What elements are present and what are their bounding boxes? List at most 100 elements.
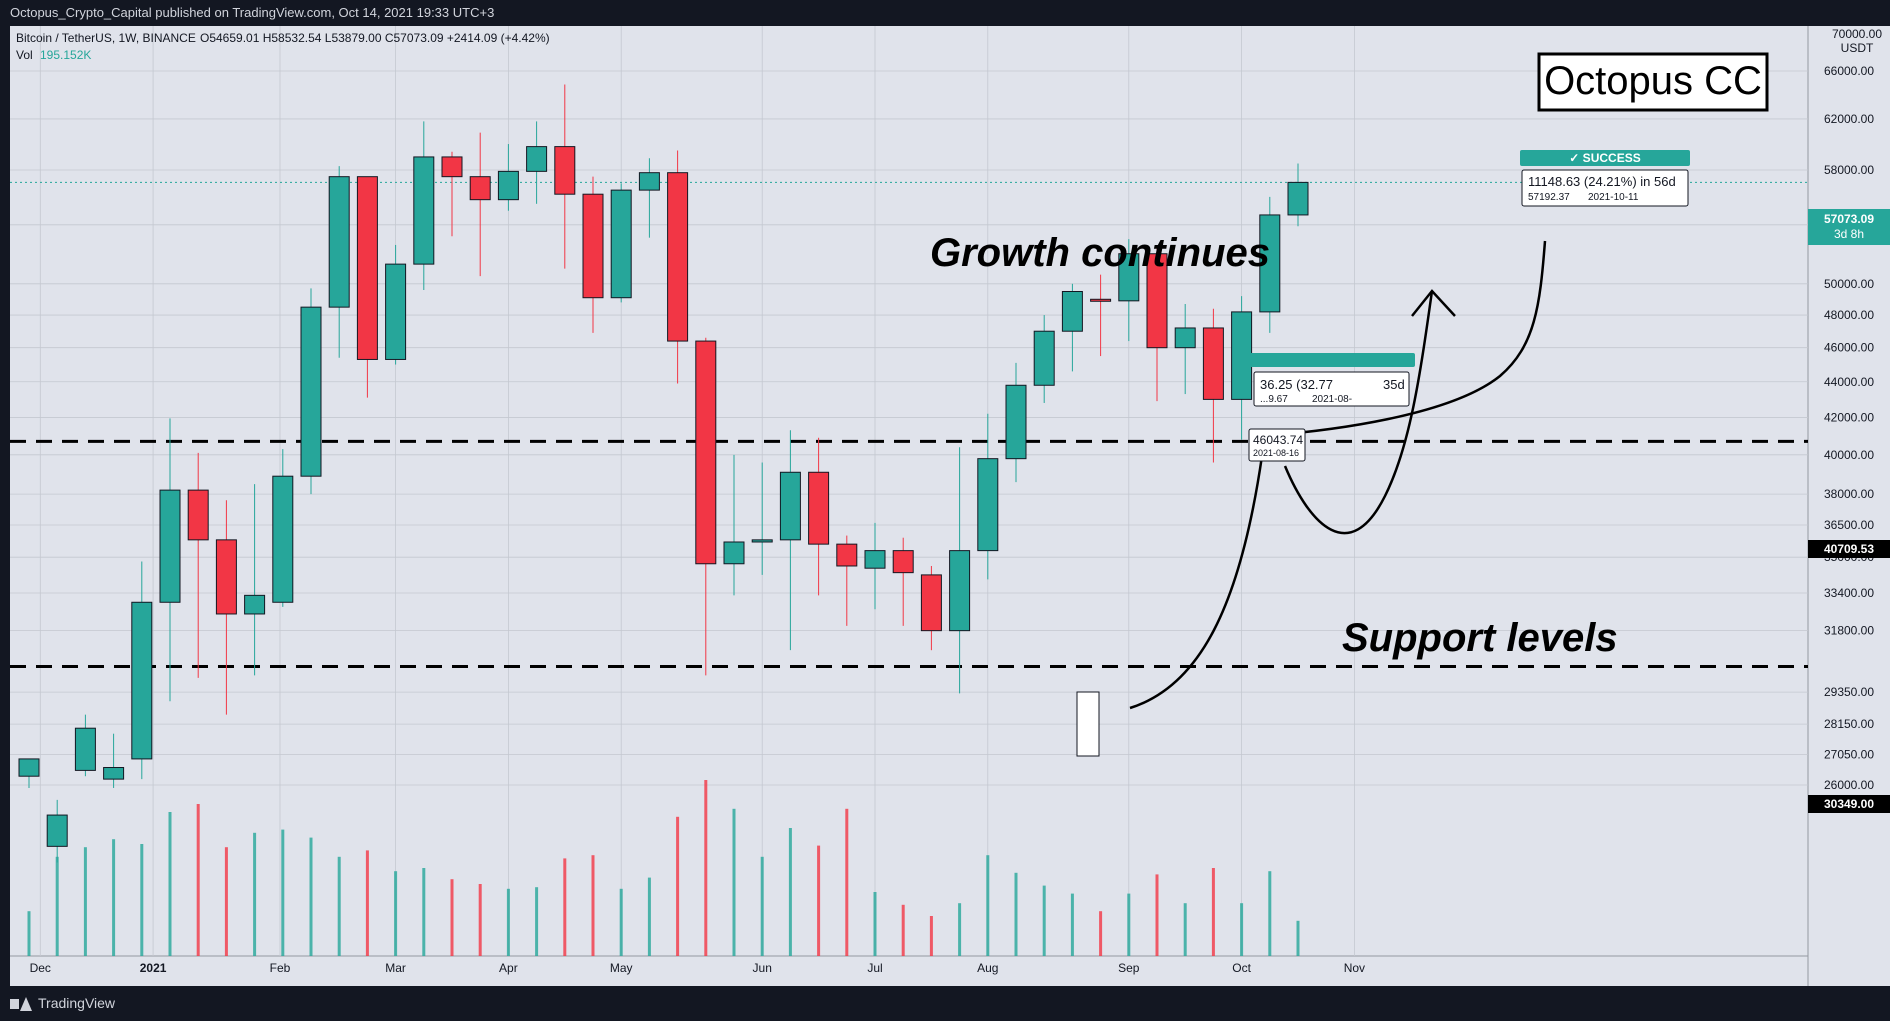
volume-bar xyxy=(563,858,567,956)
price-tick-label: 50000.00 xyxy=(1824,277,1874,291)
time-tick-label: Feb xyxy=(270,961,291,975)
july-tooltip-fragment xyxy=(1076,691,1100,757)
volume-bar xyxy=(309,837,313,956)
entry-tooltip-price: 46043.74 xyxy=(1253,433,1303,447)
price-tick-label: 28150.00 xyxy=(1824,717,1874,731)
volume-bar xyxy=(394,871,398,956)
price-tick-label: 46000.00 xyxy=(1824,341,1874,355)
candle-body xyxy=(413,156,435,265)
candle-body xyxy=(159,489,181,603)
candle-body xyxy=(751,539,773,543)
candle-body xyxy=(18,758,40,777)
volume-bar xyxy=(535,887,539,956)
volume-bar xyxy=(676,816,680,956)
price-tick-label: 31800.00 xyxy=(1824,624,1874,638)
time-tick-label: Nov xyxy=(1344,961,1365,975)
candle-body xyxy=(131,601,153,760)
volume-bar xyxy=(55,856,59,956)
target-curve-path xyxy=(1261,240,1547,438)
candle-body xyxy=(695,340,717,565)
candle-body xyxy=(949,550,971,632)
candle-body xyxy=(1118,253,1140,302)
volume-bar xyxy=(901,904,905,956)
time-tick-label: Apr xyxy=(499,961,518,975)
volume-bar xyxy=(337,856,341,956)
candle-body xyxy=(610,189,632,299)
candle-body xyxy=(1061,290,1083,332)
success-badge xyxy=(1520,150,1690,166)
price-tick-label: 27050.00 xyxy=(1824,748,1874,762)
candle-body xyxy=(328,176,350,308)
volume-bar xyxy=(168,812,172,956)
candle-body xyxy=(1005,384,1027,460)
earlier-tooltip-change: 36.25 (32.77 xyxy=(1260,377,1333,392)
candles xyxy=(18,84,1309,863)
time-tick-label: May xyxy=(610,961,633,975)
price-tick-label: 26000.00 xyxy=(1824,778,1874,792)
time-tick-label: Jul xyxy=(867,961,882,975)
candle-body xyxy=(244,594,266,615)
candle-body xyxy=(356,176,378,360)
volume-bar xyxy=(760,856,764,956)
candle-body xyxy=(1202,327,1224,400)
volume-bar xyxy=(958,903,962,956)
legend-ohlc: O54659.01 H58532.54 L53879.00 C57073.09 … xyxy=(200,31,550,45)
candle-body xyxy=(1174,327,1196,349)
candle-body xyxy=(1090,298,1112,302)
candle-body xyxy=(723,541,745,565)
earlier-badge xyxy=(1247,353,1415,367)
volume-bar xyxy=(224,847,228,956)
legend-vol-value: 195.152K xyxy=(40,48,91,62)
brand-box xyxy=(1537,52,1769,112)
axis-tick-top: 70000.00 xyxy=(1832,27,1882,41)
success-tooltip-change: 11148.63 (24.21%) in 56d xyxy=(1528,174,1676,189)
volume-bar xyxy=(422,868,426,956)
earlier-tooltip-price: ...9.67 xyxy=(1260,394,1288,405)
volume-bar xyxy=(591,855,595,956)
cup-curve-path xyxy=(1283,290,1434,535)
earlier-tooltip xyxy=(1253,371,1410,407)
candle-body xyxy=(667,172,689,342)
candle-body xyxy=(497,170,519,201)
candle-body xyxy=(582,193,604,299)
volume-bar xyxy=(1099,911,1103,956)
volume-bar xyxy=(112,839,116,956)
candle-body xyxy=(836,543,858,567)
volume-bar xyxy=(281,829,285,956)
volume-bar xyxy=(27,911,31,956)
volume-bar xyxy=(83,847,87,956)
volume-bar xyxy=(478,884,482,956)
chart-background xyxy=(10,26,1808,986)
time-tick-label: Jun xyxy=(753,961,772,975)
candle-body xyxy=(74,727,96,771)
volume-bar xyxy=(873,892,877,956)
price-tick-label: 66000.00 xyxy=(1824,64,1874,78)
candle-body xyxy=(469,176,491,201)
volume-bar xyxy=(1042,885,1046,956)
legend-vol-label: Vol xyxy=(16,48,33,62)
price-tick-label: 38000.00 xyxy=(1824,487,1874,501)
candle-body xyxy=(892,550,914,574)
candle-body xyxy=(272,475,294,603)
volume-bar xyxy=(1296,920,1300,956)
candle-body xyxy=(526,146,548,172)
volume-bar xyxy=(196,804,200,956)
volume-bar xyxy=(732,808,736,956)
drawings xyxy=(1129,240,1547,710)
volume-bar xyxy=(817,845,821,956)
entry-tooltip-date: 2021-08-16 xyxy=(1253,448,1299,458)
current-price-text: 57073.09 xyxy=(1824,212,1874,226)
candle-body xyxy=(808,471,830,545)
candle-body xyxy=(385,263,407,360)
volume-bar xyxy=(1240,903,1244,956)
level-label-40709-text: 40709.53 xyxy=(1824,542,1874,556)
volume-bar xyxy=(845,808,849,956)
volume-bar xyxy=(365,850,369,956)
publish-header: Octopus_Crypto_Capital published on Trad… xyxy=(0,0,1890,26)
price-chart[interactable]: 26000.00 27050.00 28150.00 29350.00 31800.00… xyxy=(0,26,1890,986)
level-label-40709 xyxy=(1808,540,1890,558)
volume-bar xyxy=(647,877,651,956)
chart-canvas[interactable]: 26000.00 27050.00 28150.00 29350.00 31800.00… xyxy=(0,26,1890,986)
candle-body xyxy=(1287,181,1309,216)
volume-bars xyxy=(27,780,1300,956)
